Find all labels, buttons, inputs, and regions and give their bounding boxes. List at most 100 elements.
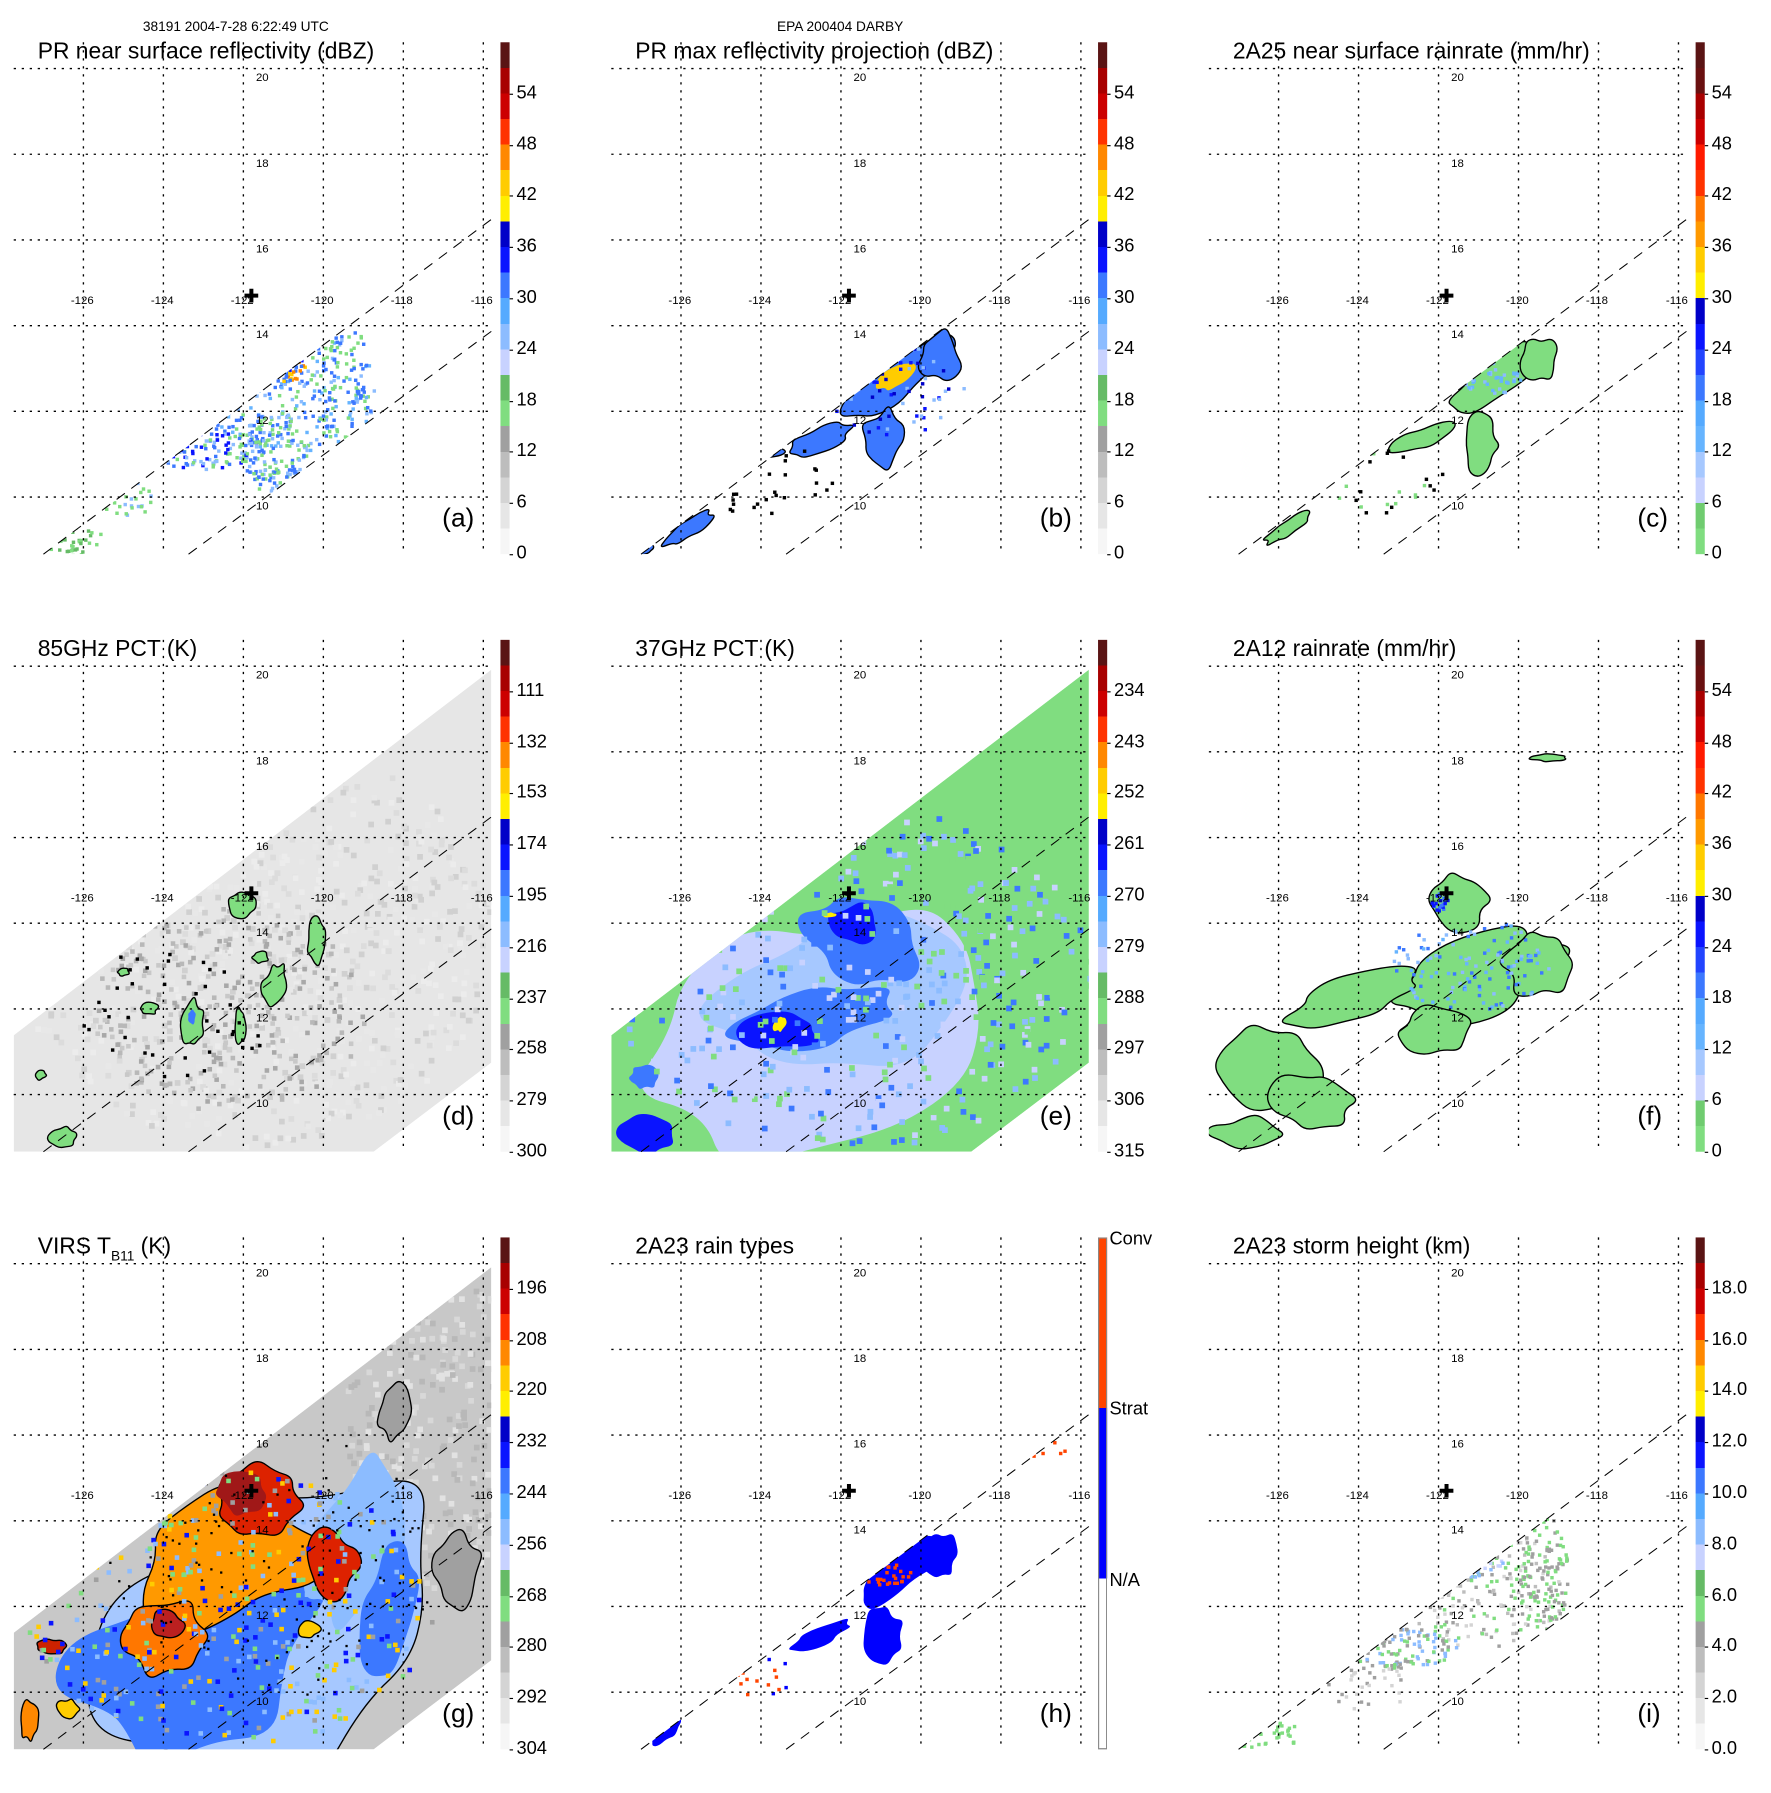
data-pixel	[864, 969, 871, 975]
colorbar-label: 174	[516, 834, 547, 854]
data-pixel	[224, 1656, 229, 1662]
data-pixel	[301, 1545, 304, 1548]
data-pixel	[1022, 1078, 1029, 1085]
data-pixel	[313, 1610, 318, 1616]
data-pixel	[1536, 1600, 1541, 1604]
data-pixel	[1381, 1636, 1385, 1641]
data-pixel	[250, 1599, 256, 1605]
data-pixel	[486, 899, 492, 906]
latitude-label: 12	[854, 415, 867, 427]
data-pixel	[263, 477, 268, 481]
data-pixel	[174, 758, 181, 765]
data-pixel	[1492, 1616, 1496, 1621]
data-pixel	[222, 769, 228, 776]
data-pixel	[105, 1019, 110, 1024]
data-pixel	[1009, 1023, 1016, 1030]
data-pixel	[1346, 1647, 1350, 1652]
data-pixel	[418, 1070, 425, 1077]
data-pixel	[272, 1066, 278, 1071]
latitude-label: 10	[854, 501, 867, 513]
data-pixel	[1351, 1636, 1355, 1641]
data-pixel	[143, 958, 148, 964]
data-pixel	[258, 469, 263, 474]
data-pixel	[409, 1579, 414, 1584]
data-pixel	[90, 854, 97, 861]
data-pixel	[90, 531, 94, 535]
colorbar-label: 48	[1711, 731, 1732, 752]
data-pixel	[190, 946, 196, 952]
data-pixel	[182, 931, 189, 937]
data-pixel	[128, 775, 135, 782]
data-pixel	[298, 858, 305, 865]
data-pixel	[519, 1424, 525, 1430]
data-pixel	[451, 1336, 458, 1342]
data-pixel	[1003, 976, 1010, 983]
colorbar-tick	[1107, 691, 1111, 693]
data-pixel	[284, 375, 288, 379]
data-pixel	[362, 390, 366, 394]
data-pixel	[1388, 1640, 1392, 1644]
data-pixel	[321, 414, 326, 418]
data-pixel	[432, 849, 439, 855]
data-pixel	[210, 1493, 216, 1498]
data-pixel	[239, 366, 244, 370]
data-pixel	[317, 351, 321, 356]
data-pixel	[164, 1082, 169, 1088]
data-pixel	[1063, 1449, 1067, 1453]
data-pixel	[306, 1601, 312, 1607]
rain-cell	[1465, 410, 1500, 477]
data-pixel	[292, 875, 299, 881]
data-pixel	[115, 1708, 121, 1714]
data-pixel	[1276, 1725, 1280, 1729]
longitude-label: -124	[151, 1490, 174, 1502]
data-pixel	[141, 487, 146, 491]
data-pixel	[166, 929, 171, 934]
data-pixel	[118, 504, 122, 509]
panel-title: PR max reflectivity projection (dBZ)	[635, 39, 993, 65]
data-pixel	[250, 959, 256, 964]
data-pixel	[256, 378, 261, 383]
longitude-label: -116	[471, 295, 493, 307]
data-pixel	[285, 444, 289, 448]
rain-cell	[188, 1009, 196, 1025]
data-pixel	[628, 991, 635, 998]
data-pixel	[855, 914, 862, 921]
data-pixel	[1431, 1639, 1436, 1644]
colorbar-label: 6	[1711, 1090, 1722, 1110]
data-pixel	[287, 1646, 292, 1652]
data-pixel	[49, 547, 54, 552]
data-pixel	[162, 925, 167, 931]
data-pixel	[1395, 969, 1399, 973]
data-pixel	[300, 379, 304, 384]
data-pixel	[318, 879, 324, 886]
data-pixel	[160, 1641, 163, 1644]
data-pixel	[1543, 1555, 1547, 1559]
data-pixel	[317, 389, 322, 393]
data-pixel	[1449, 1005, 1453, 1010]
data-pixel	[261, 451, 265, 455]
data-pixel	[287, 415, 291, 419]
data-pixel	[312, 1729, 318, 1734]
data-pixel	[45, 1000, 51, 1006]
data-pixel	[315, 1057, 321, 1063]
data-pixel	[126, 1043, 131, 1049]
data-pixel	[336, 1529, 339, 1532]
colorbar-tick	[1107, 946, 1111, 949]
data-pixel	[330, 1070, 337, 1076]
data-pixel	[274, 902, 281, 909]
data-pixel	[858, 1577, 863, 1582]
data-pixel	[169, 1620, 173, 1624]
data-pixel	[50, 864, 56, 870]
data-pixel	[55, 859, 61, 866]
data-pixel	[423, 1269, 430, 1276]
data-pixel	[219, 929, 226, 936]
data-pixel	[381, 901, 388, 908]
data-pixel	[442, 1347, 449, 1353]
data-pixel	[128, 1019, 135, 1026]
data-pixel	[1527, 1547, 1531, 1552]
data-pixel	[312, 1700, 317, 1705]
data-pixel	[350, 1431, 356, 1438]
data-pixel	[359, 396, 363, 400]
data-pixel	[122, 1023, 128, 1029]
data-pixel	[943, 1105, 950, 1112]
